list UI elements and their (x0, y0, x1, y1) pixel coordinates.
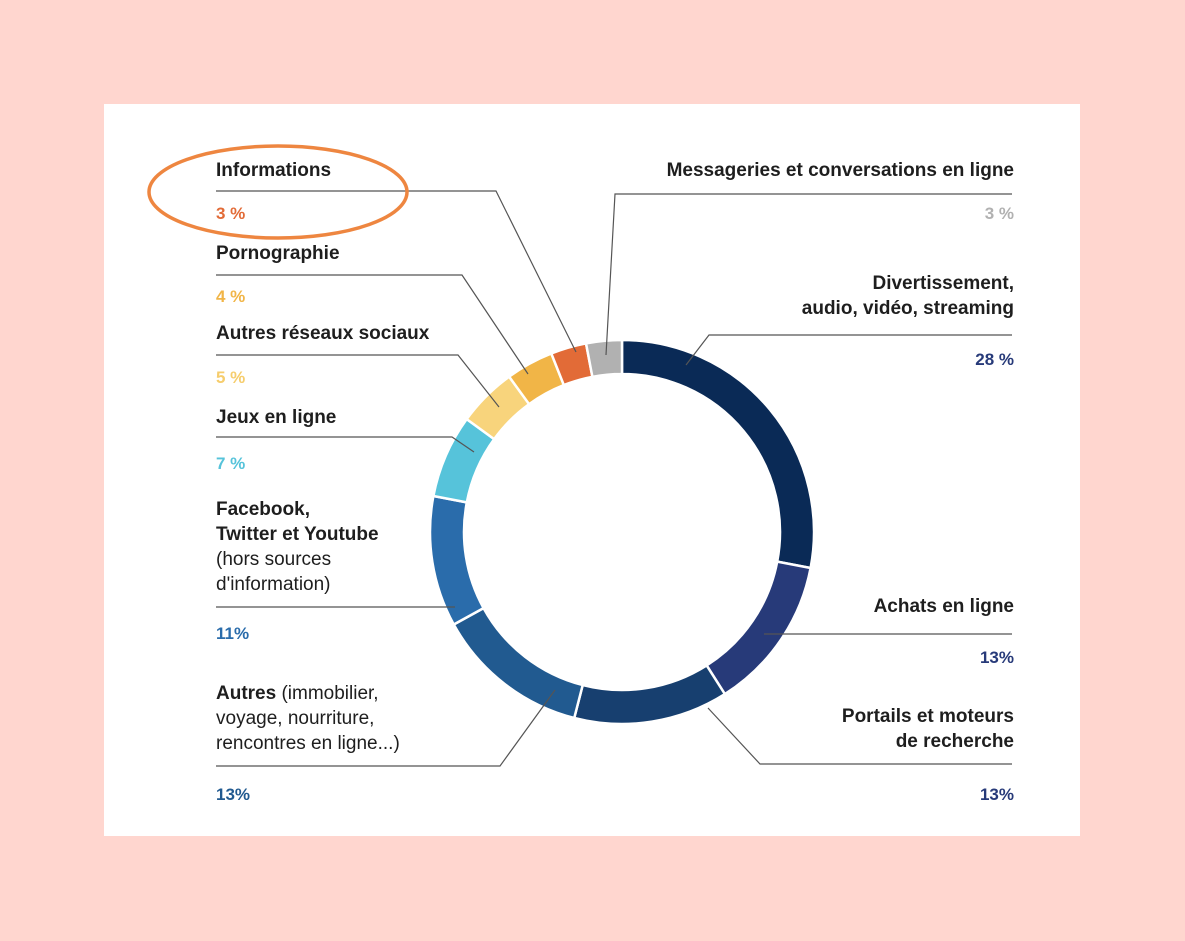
label-autres-rest1: (immobilier, (276, 683, 379, 704)
label-divertissement-line2: audio, vidéo, streaming (801, 298, 1014, 319)
label-autres-line3: rencontres en ligne...) (216, 733, 400, 754)
leader-jeux (216, 436, 475, 453)
donut-slice-4 (428, 494, 486, 627)
leader-messageries (605, 193, 1012, 356)
label-achats: Achats en ligne (873, 596, 1014, 617)
donut-slice-0 (620, 338, 816, 570)
leader-pornographie (216, 274, 529, 375)
pct-portails: 13% (979, 785, 1014, 804)
label-autres-bold: Autres (216, 683, 277, 704)
label-divertissement: Divertissement, audio, vidéo, streaming (802, 271, 1014, 321)
label-jeux: Jeux en ligne (216, 407, 337, 428)
label-messageries: Messageries et conversations en ligne (666, 160, 1014, 181)
label-autres-line2: voyage, nourriture, (216, 708, 375, 729)
label-facebook-line1: Facebook, (216, 499, 310, 520)
label-portails-line2: de recherche (895, 731, 1014, 752)
pct-informations: 3 % (216, 204, 246, 223)
pct-facebook: 11% (216, 624, 250, 643)
leader-portails (707, 707, 1012, 765)
label-facebook-line3: (hors sources (216, 549, 332, 570)
leader-informations (216, 190, 577, 353)
donut-slices (428, 338, 816, 726)
label-facebook: Facebook, Twitter et Youtube (hors sourc… (216, 497, 379, 597)
label-portails-line1: Portails et moteurs (841, 706, 1014, 727)
leader-divertissement (685, 334, 1012, 366)
pct-autres-reseaux: 5 % (216, 368, 246, 387)
label-facebook-line4: d'information) (216, 574, 331, 595)
pct-pornographie: 4 % (216, 287, 246, 306)
pct-achats: 13% (979, 648, 1014, 667)
label-portails: Portails et moteurs de recherche (842, 704, 1014, 754)
label-divertissement-line1: Divertissement, (872, 273, 1014, 294)
donut-slice-2 (572, 663, 727, 726)
pct-divertissement: 28 % (975, 350, 1014, 369)
highlight-ellipse (147, 144, 409, 240)
donut-slice-1 (704, 560, 813, 696)
leader-autres (216, 689, 556, 767)
leader-lines (216, 190, 1012, 767)
leader-autres-reseaux (216, 354, 500, 408)
pct-messageries: 3 % (984, 204, 1014, 223)
label-informations: Informations (216, 160, 332, 181)
donut-slice-9 (584, 338, 624, 379)
label-pornographie: Pornographie (216, 243, 340, 264)
pct-jeux: 7 % (216, 454, 246, 473)
label-autres: Autres (immobilier, voyage, nourriture, … (216, 681, 400, 756)
label-facebook-line2: Twitter et Youtube (216, 524, 379, 545)
donut-slice-3 (452, 606, 585, 720)
pct-autres: 13% (216, 785, 251, 804)
label-autres-reseaux: Autres réseaux sociaux (216, 323, 430, 344)
